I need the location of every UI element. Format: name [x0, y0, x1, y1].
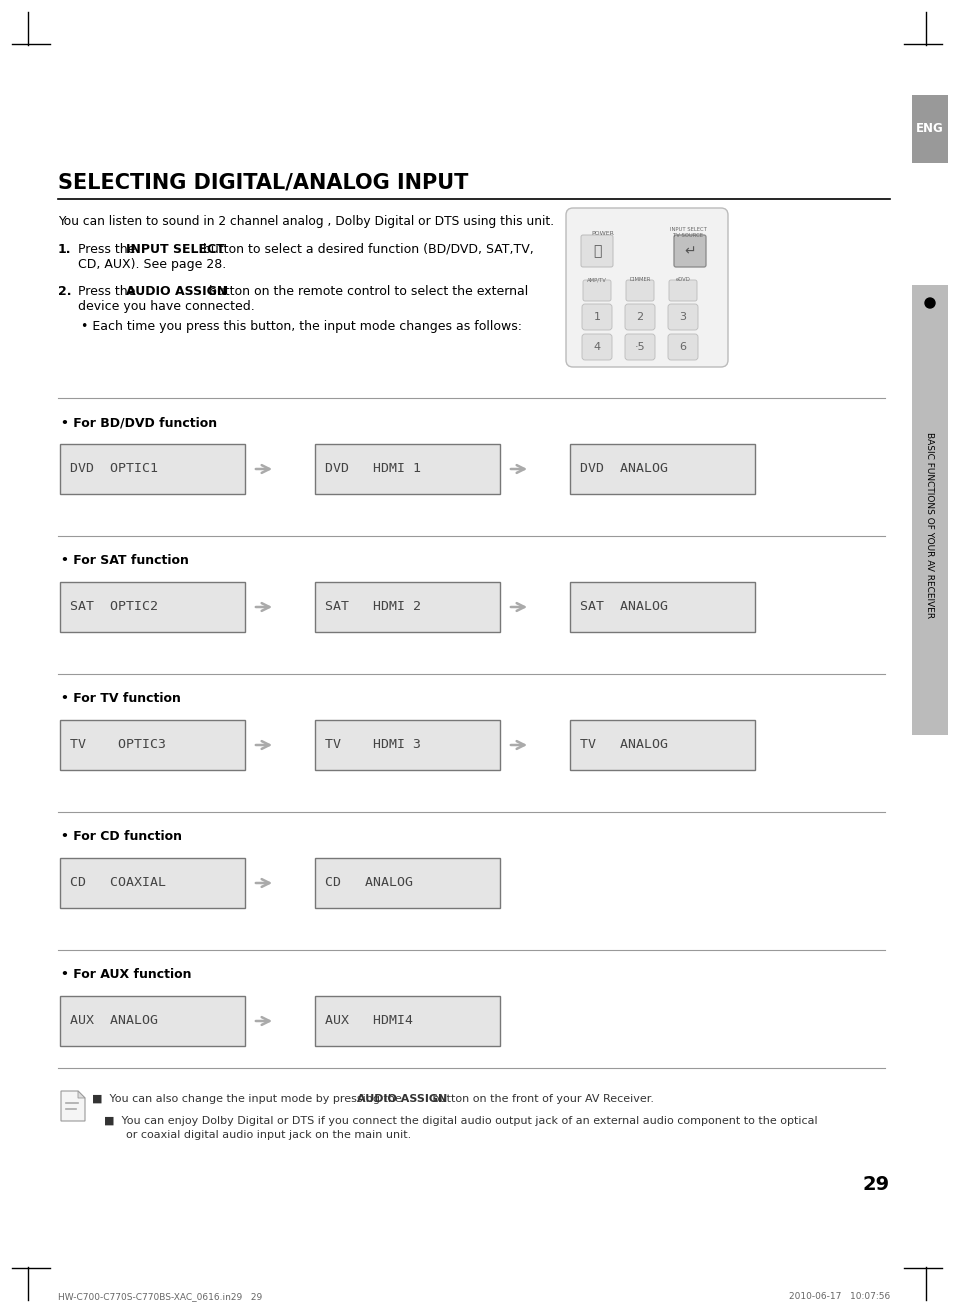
Polygon shape — [61, 1092, 85, 1120]
Bar — [314, 443, 499, 495]
Bar — [314, 996, 499, 1046]
Text: 2: 2 — [636, 312, 643, 321]
Text: Press the: Press the — [78, 285, 139, 298]
Bar — [60, 858, 245, 908]
Text: 29: 29 — [862, 1176, 888, 1194]
Text: 6: 6 — [679, 342, 686, 352]
FancyBboxPatch shape — [580, 235, 613, 268]
Bar — [314, 583, 499, 632]
Text: POWER: POWER — [590, 231, 613, 236]
Text: • For SAT function: • For SAT function — [61, 554, 189, 567]
Bar — [569, 443, 754, 495]
FancyBboxPatch shape — [673, 235, 705, 268]
Text: eDVD: eDVD — [675, 277, 690, 282]
Text: device you have connected.: device you have connected. — [78, 300, 254, 314]
Text: DVD  OPTIC1: DVD OPTIC1 — [70, 463, 158, 475]
Bar — [569, 583, 754, 632]
Bar — [60, 720, 245, 770]
Text: TV    OPTIC3: TV OPTIC3 — [70, 739, 166, 752]
Text: ENG: ENG — [915, 122, 943, 135]
Polygon shape — [78, 1092, 85, 1098]
Text: INPUT SELECT: INPUT SELECT — [126, 243, 225, 256]
Text: SAT  OPTIC2: SAT OPTIC2 — [70, 601, 158, 614]
Bar — [314, 858, 499, 908]
FancyBboxPatch shape — [582, 279, 610, 300]
Text: 1: 1 — [593, 312, 599, 321]
Text: 4: 4 — [593, 342, 600, 352]
Text: HW-C700-C770S-C770BS-XAC_0616.in29   29: HW-C700-C770S-C770BS-XAC_0616.in29 29 — [58, 1292, 262, 1302]
FancyBboxPatch shape — [667, 335, 698, 359]
Text: CD   COAXIAL: CD COAXIAL — [70, 876, 166, 890]
Text: ·5: ·5 — [634, 342, 644, 352]
Text: Press the: Press the — [78, 243, 139, 256]
FancyBboxPatch shape — [581, 304, 612, 331]
Text: SAT   HDMI 2: SAT HDMI 2 — [325, 601, 420, 614]
Text: DIMMER: DIMMER — [629, 277, 650, 282]
FancyBboxPatch shape — [624, 335, 655, 359]
Text: AMP/TV: AMP/TV — [586, 277, 606, 282]
Text: button to select a desired function (BD/DVD, SAT,TV,: button to select a desired function (BD/… — [199, 243, 533, 256]
FancyBboxPatch shape — [668, 279, 697, 300]
Text: SELECTING DIGITAL/ANALOG INPUT: SELECTING DIGITAL/ANALOG INPUT — [58, 173, 468, 193]
FancyBboxPatch shape — [625, 279, 654, 300]
Text: button on the front of your AV Receiver.: button on the front of your AV Receiver. — [429, 1094, 654, 1103]
Bar — [911, 94, 947, 163]
FancyBboxPatch shape — [624, 304, 655, 331]
Text: You can listen to sound in 2 channel analog , Dolby Digital or DTS using this un: You can listen to sound in 2 channel ana… — [58, 215, 554, 228]
Text: ■  You can also change the input mode by pressing the: ■ You can also change the input mode by … — [91, 1094, 405, 1103]
Text: button on the remote control to select the external: button on the remote control to select t… — [205, 285, 528, 298]
Bar — [314, 720, 499, 770]
Text: • Each time you press this button, the input mode changes as follows:: • Each time you press this button, the i… — [81, 320, 521, 333]
Text: ⏻: ⏻ — [592, 244, 600, 258]
Text: or coaxial digital audio input jack on the main unit.: or coaxial digital audio input jack on t… — [126, 1130, 411, 1140]
Text: • For TV function: • For TV function — [61, 691, 181, 705]
Circle shape — [924, 298, 934, 308]
Text: CD, AUX). See page 28.: CD, AUX). See page 28. — [78, 258, 226, 272]
Text: AUX  ANALOG: AUX ANALOG — [70, 1014, 158, 1027]
FancyBboxPatch shape — [581, 335, 612, 359]
Text: TV   ANALOG: TV ANALOG — [579, 739, 667, 752]
Text: • For BD/DVD function: • For BD/DVD function — [61, 416, 217, 429]
Bar — [60, 996, 245, 1046]
Text: ■  You can enjoy Dolby Digital or DTS if you connect the digital audio output ja: ■ You can enjoy Dolby Digital or DTS if … — [104, 1117, 817, 1126]
Text: TV    HDMI 3: TV HDMI 3 — [325, 739, 420, 752]
Text: 2.: 2. — [58, 285, 71, 298]
Text: AUX   HDMI4: AUX HDMI4 — [325, 1014, 413, 1027]
Text: • For AUX function: • For AUX function — [61, 968, 192, 981]
Bar — [60, 583, 245, 632]
FancyBboxPatch shape — [667, 304, 698, 331]
Text: INPUT SELECT
TV SOURCE: INPUT SELECT TV SOURCE — [669, 227, 706, 239]
Text: DVD   HDMI 1: DVD HDMI 1 — [325, 463, 420, 475]
Text: AUDIO ASSIGN: AUDIO ASSIGN — [126, 285, 227, 298]
Text: 3: 3 — [679, 312, 686, 321]
FancyBboxPatch shape — [565, 209, 727, 367]
Text: BASIC FUNCTIONS OF YOUR AV RECEIVER: BASIC FUNCTIONS OF YOUR AV RECEIVER — [924, 432, 934, 618]
Text: ↵: ↵ — [683, 244, 695, 258]
Text: CD   ANALOG: CD ANALOG — [325, 876, 413, 890]
Bar — [60, 443, 245, 495]
Text: 1.: 1. — [58, 243, 71, 256]
Bar — [911, 285, 947, 735]
Bar — [569, 720, 754, 770]
Text: DVD  ANALOG: DVD ANALOG — [579, 463, 667, 475]
Text: 2010-06-17   10:07:56: 2010-06-17 10:07:56 — [788, 1292, 889, 1302]
Text: • For CD function: • For CD function — [61, 830, 182, 844]
Text: AUDIO ASSIGN: AUDIO ASSIGN — [356, 1094, 447, 1103]
Text: SAT  ANALOG: SAT ANALOG — [579, 601, 667, 614]
